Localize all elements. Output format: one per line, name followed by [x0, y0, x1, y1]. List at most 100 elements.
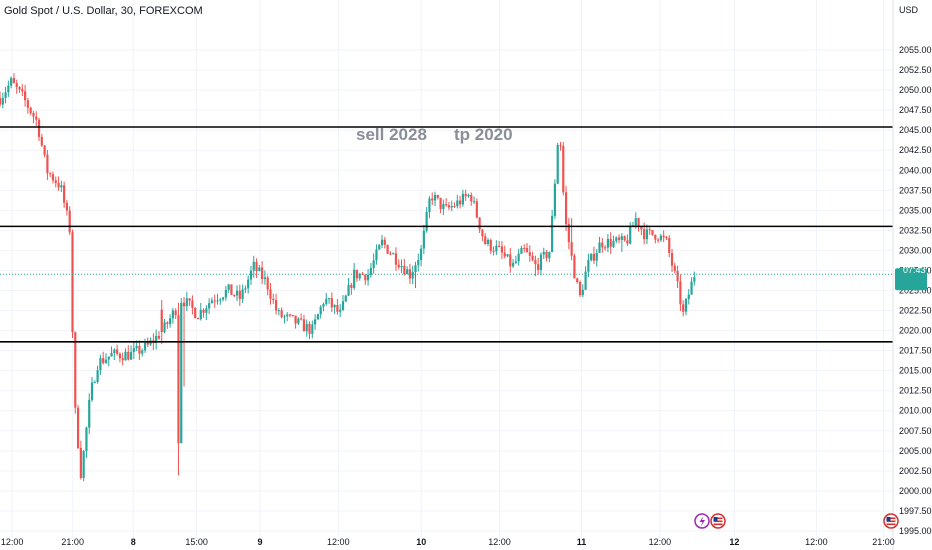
candle[interactable] — [386, 244, 389, 255]
candle[interactable] — [339, 304, 342, 317]
candle[interactable] — [227, 283, 230, 293]
candle[interactable] — [327, 297, 331, 304]
candle[interactable] — [383, 236, 386, 249]
candle[interactable] — [551, 209, 554, 253]
candle[interactable] — [261, 261, 264, 285]
candle[interactable] — [668, 235, 671, 258]
candle[interactable] — [93, 380, 96, 384]
candle[interactable] — [336, 299, 339, 315]
candle[interactable] — [665, 236, 668, 241]
candle[interactable] — [419, 244, 423, 267]
candle[interactable] — [693, 271, 696, 286]
candle[interactable] — [578, 280, 582, 298]
candle[interactable] — [648, 227, 651, 235]
candle[interactable] — [252, 255, 255, 278]
candle[interactable] — [51, 171, 55, 184]
candle[interactable] — [590, 253, 593, 262]
candle[interactable] — [37, 117, 41, 141]
candle[interactable] — [687, 289, 690, 305]
candle[interactable] — [325, 292, 328, 306]
candle[interactable] — [322, 302, 325, 312]
candle[interactable] — [185, 291, 188, 312]
candle[interactable] — [233, 294, 236, 298]
candle[interactable] — [40, 133, 43, 147]
candle[interactable] — [194, 307, 197, 319]
candle[interactable] — [662, 230, 665, 243]
candle[interactable] — [559, 142, 562, 151]
candle[interactable] — [470, 192, 473, 206]
candle[interactable] — [1, 92, 4, 109]
candle[interactable] — [23, 84, 27, 107]
candle[interactable] — [369, 263, 372, 278]
candle[interactable] — [302, 314, 306, 332]
trade-note-target[interactable]: tp 2020 — [454, 125, 513, 144]
candle[interactable] — [626, 234, 629, 247]
candle[interactable] — [199, 302, 202, 321]
candle[interactable] — [333, 304, 336, 314]
candle[interactable] — [609, 232, 612, 255]
candle[interactable] — [475, 198, 478, 219]
candle[interactable] — [425, 207, 428, 233]
candle[interactable] — [380, 235, 384, 249]
candle[interactable] — [531, 251, 534, 262]
candle[interactable] — [587, 253, 590, 278]
candle[interactable] — [138, 340, 141, 360]
candle[interactable] — [12, 73, 16, 84]
candle[interactable] — [389, 251, 392, 256]
candle[interactable] — [417, 253, 420, 272]
candle[interactable] — [450, 200, 453, 212]
candle[interactable] — [436, 194, 439, 200]
candle[interactable] — [570, 218, 573, 261]
candle[interactable] — [32, 110, 35, 124]
candle[interactable] — [654, 234, 657, 244]
candle[interactable] — [615, 236, 618, 244]
candles[interactable] — [0, 73, 696, 482]
candle[interactable] — [76, 404, 80, 450]
candle[interactable] — [400, 259, 403, 274]
candle[interactable] — [604, 245, 607, 251]
candle[interactable] — [341, 295, 345, 312]
candle[interactable] — [453, 202, 456, 209]
candle[interactable] — [90, 377, 94, 402]
candle[interactable] — [163, 318, 166, 334]
candle[interactable] — [542, 247, 545, 260]
candle[interactable] — [46, 150, 49, 180]
candle[interactable] — [180, 297, 183, 444]
candle[interactable] — [411, 265, 414, 285]
candle[interactable] — [684, 297, 688, 316]
candle[interactable] — [623, 235, 626, 242]
candle[interactable] — [361, 272, 364, 276]
candle[interactable] — [74, 331, 77, 414]
candle[interactable] — [247, 275, 250, 294]
candle[interactable] — [129, 345, 133, 360]
candle[interactable] — [640, 226, 643, 236]
candle[interactable] — [592, 246, 596, 265]
candle[interactable] — [534, 255, 537, 277]
time-axis[interactable]: 12:00 21:00 8 15:00 9 12:00 10 12:00 11 12:00 12 12… — [1, 537, 895, 547]
candle[interactable] — [280, 307, 283, 319]
candle[interactable] — [65, 199, 69, 216]
candle[interactable] — [171, 307, 174, 324]
candle[interactable] — [612, 235, 615, 248]
horizontal-levels[interactable] — [0, 126, 893, 343]
candle[interactable] — [366, 269, 370, 286]
candle[interactable] — [221, 296, 225, 302]
candle[interactable] — [492, 246, 495, 256]
candle[interactable] — [305, 319, 308, 337]
candle[interactable] — [35, 111, 38, 127]
candle[interactable] — [79, 440, 82, 480]
candle[interactable] — [85, 426, 88, 458]
candle[interactable] — [107, 356, 110, 367]
candle[interactable] — [330, 292, 333, 313]
candle[interactable] — [63, 181, 66, 208]
candle[interactable] — [0, 91, 2, 107]
candle[interactable] — [406, 266, 409, 275]
candle[interactable] — [397, 259, 400, 270]
candle[interactable] — [520, 245, 523, 254]
candle[interactable] — [428, 196, 431, 219]
candle[interactable] — [394, 247, 398, 271]
candle[interactable] — [269, 282, 272, 305]
candle[interactable] — [347, 277, 350, 297]
candle[interactable] — [7, 80, 10, 97]
